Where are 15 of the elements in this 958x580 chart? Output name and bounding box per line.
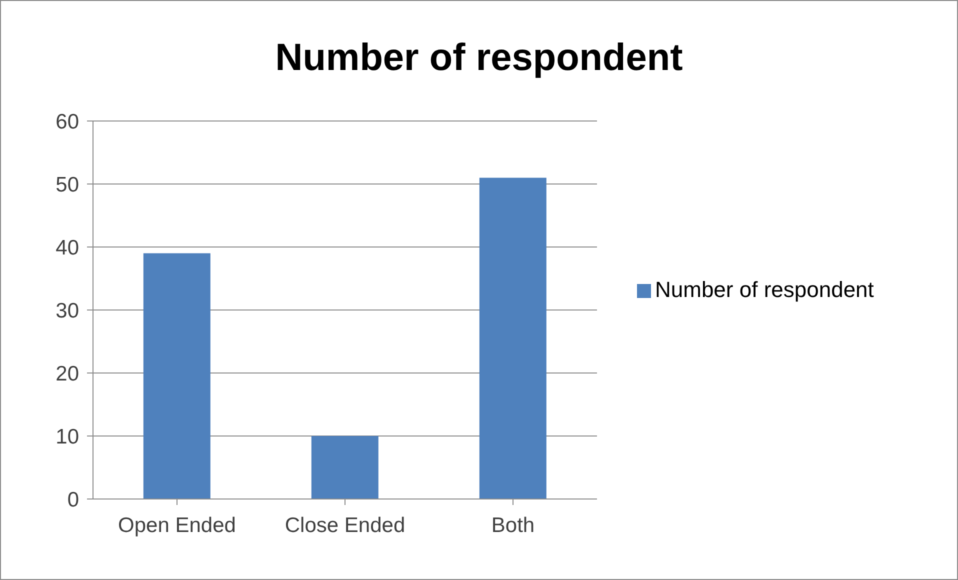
y-tick-label: 30 <box>56 299 79 322</box>
y-tick-label: 20 <box>56 362 79 386</box>
x-tick-label: Both <box>491 514 535 537</box>
bar <box>311 436 378 499</box>
y-tick-label: 10 <box>56 425 79 448</box>
bar <box>479 178 546 499</box>
x-tick-label: Close Ended <box>284 514 406 537</box>
y-tick-label: 60 <box>56 110 79 134</box>
chart-title: Number of respondent <box>274 37 684 80</box>
y-tick-label: 40 <box>56 236 79 260</box>
bar <box>143 253 210 499</box>
legend-label: Number of respondent <box>655 277 874 302</box>
y-tick-label: 50 <box>56 173 79 196</box>
y-tick-label: 0 <box>67 488 79 512</box>
x-tick-label: Open Ended <box>118 514 236 537</box>
